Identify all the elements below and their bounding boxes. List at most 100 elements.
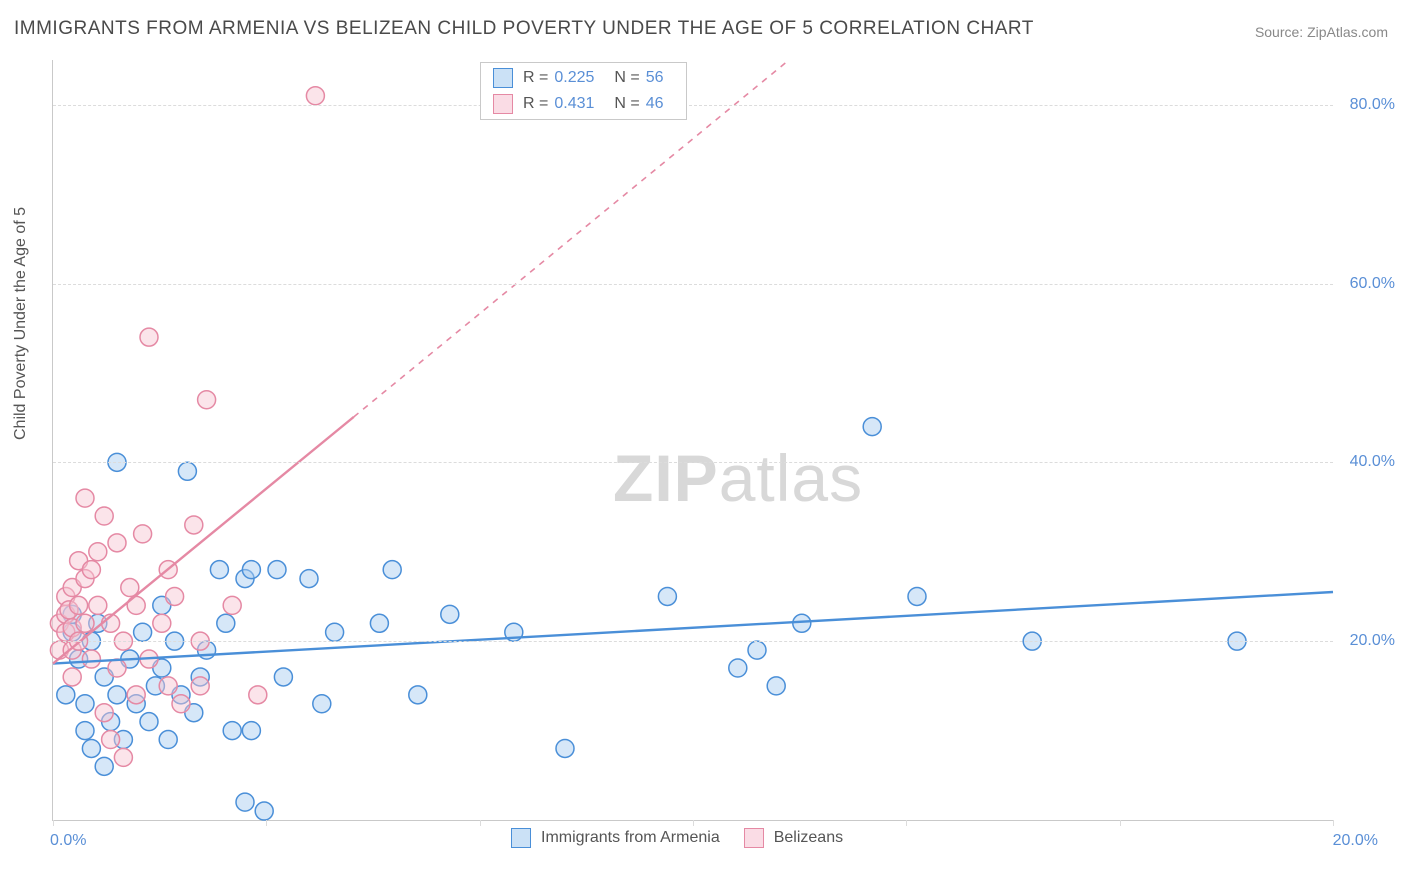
n-value: 46	[646, 95, 664, 113]
data-point	[191, 677, 209, 695]
x-tick	[906, 820, 907, 826]
data-point	[95, 507, 113, 525]
data-point	[127, 686, 145, 704]
r-value: 0.225	[554, 69, 594, 87]
data-point	[217, 614, 235, 632]
data-point	[153, 614, 171, 632]
data-point	[185, 516, 203, 534]
data-point	[236, 793, 254, 811]
data-point	[82, 561, 100, 579]
data-point	[210, 561, 228, 579]
data-point	[166, 587, 184, 605]
r-value: 0.431	[554, 95, 594, 113]
data-point	[268, 561, 286, 579]
data-point	[313, 695, 331, 713]
gridline	[53, 641, 1333, 642]
data-point	[249, 686, 267, 704]
legend-stats-row: R = 0.225 N = 56	[481, 65, 686, 91]
data-point	[134, 525, 152, 543]
data-point	[409, 686, 427, 704]
data-point	[76, 695, 94, 713]
data-point	[172, 695, 190, 713]
data-point	[70, 596, 88, 614]
x-tick	[53, 820, 54, 826]
x-tick-max: 20.0%	[1333, 832, 1378, 850]
data-point	[102, 731, 120, 749]
data-point	[159, 677, 177, 695]
data-point	[76, 722, 94, 740]
data-point	[121, 579, 139, 597]
x-tick	[266, 820, 267, 826]
data-point	[556, 739, 574, 757]
r-label: R =	[523, 95, 548, 113]
data-point	[242, 722, 260, 740]
plot-area: ZIPatlas 20.0%40.0%60.0%80.0%	[52, 60, 1333, 821]
data-point	[274, 668, 292, 686]
data-point	[383, 561, 401, 579]
data-point	[370, 614, 388, 632]
data-point	[108, 659, 126, 677]
data-point	[306, 87, 324, 105]
legend-stats: R = 0.225 N = 56 R = 0.431 N = 46	[480, 62, 687, 120]
legend-swatch	[744, 828, 764, 848]
y-tick-label: 20.0%	[1340, 632, 1395, 650]
y-tick-label: 60.0%	[1340, 275, 1395, 293]
data-point	[140, 713, 158, 731]
legend-swatch	[511, 828, 531, 848]
r-label: R =	[523, 69, 548, 87]
data-point	[140, 328, 158, 346]
y-tick-label: 40.0%	[1340, 453, 1395, 471]
data-point	[223, 596, 241, 614]
data-point	[767, 677, 785, 695]
legend-series-label: Immigrants from Armenia	[541, 829, 720, 847]
data-point	[89, 543, 107, 561]
data-point	[242, 561, 260, 579]
gridline	[53, 284, 1333, 285]
data-point	[658, 587, 676, 605]
legend-series: Immigrants from Armenia Belizeans	[505, 828, 863, 848]
chart-title: IMMIGRANTS FROM ARMENIA VS BELIZEAN CHIL…	[14, 18, 1034, 40]
data-point	[108, 686, 126, 704]
data-point	[134, 623, 152, 641]
data-point	[178, 462, 196, 480]
data-point	[748, 641, 766, 659]
data-point	[300, 570, 318, 588]
data-point	[908, 587, 926, 605]
data-point	[863, 418, 881, 436]
data-point	[95, 757, 113, 775]
data-point	[95, 704, 113, 722]
data-point	[89, 596, 107, 614]
chart-container: IMMIGRANTS FROM ARMENIA VS BELIZEAN CHIL…	[0, 0, 1406, 892]
n-label: N =	[614, 69, 639, 87]
data-point	[198, 391, 216, 409]
data-point	[82, 650, 100, 668]
data-point	[76, 614, 94, 632]
data-point	[63, 668, 81, 686]
data-point	[793, 614, 811, 632]
y-axis-label: Child Poverty Under the Age of 5	[12, 207, 30, 440]
x-tick-min: 0.0%	[50, 832, 86, 850]
x-tick	[1333, 820, 1334, 826]
plot-svg	[53, 60, 1333, 820]
data-point	[108, 534, 126, 552]
data-point	[729, 659, 747, 677]
gridline	[53, 462, 1333, 463]
n-value: 56	[646, 69, 664, 87]
data-point	[326, 623, 344, 641]
data-point	[82, 739, 100, 757]
source-attribution: Source: ZipAtlas.com	[1255, 24, 1388, 40]
data-point	[255, 802, 273, 820]
x-tick	[1120, 820, 1121, 826]
gridline	[53, 105, 1333, 106]
data-point	[57, 686, 75, 704]
data-point	[76, 489, 94, 507]
legend-swatch	[493, 94, 513, 114]
y-tick-label: 80.0%	[1340, 96, 1395, 114]
data-point	[441, 605, 459, 623]
legend-series-label: Belizeans	[774, 829, 843, 847]
data-point	[223, 722, 241, 740]
legend-stats-row: R = 0.431 N = 46	[481, 91, 686, 117]
data-point	[159, 731, 177, 749]
n-label: N =	[614, 95, 639, 113]
legend-swatch	[493, 68, 513, 88]
